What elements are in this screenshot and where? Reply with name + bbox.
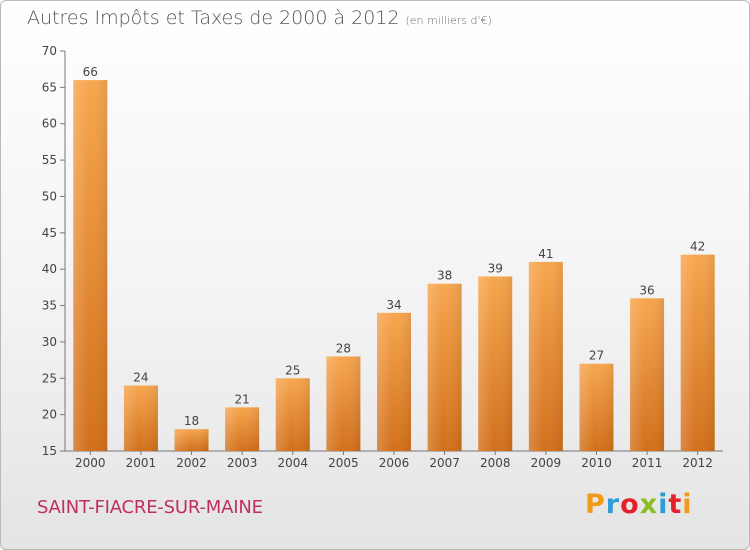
- bar-shading: [579, 363, 614, 451]
- y-tick-label: 30: [42, 335, 57, 349]
- x-tick-label: 2010: [581, 456, 612, 470]
- proxiti-logo: Proxiti: [585, 489, 693, 520]
- logo-letter: P: [585, 489, 606, 520]
- bar-shading: [528, 261, 563, 451]
- logo-letter: i: [682, 489, 693, 520]
- y-tick-label: 60: [42, 117, 57, 131]
- y-tick-label: 50: [42, 189, 57, 203]
- bar-value-label: 27: [589, 349, 604, 363]
- bar-shading: [326, 356, 361, 451]
- x-tick-label: 2011: [632, 456, 663, 470]
- logo-letter: x: [639, 489, 659, 520]
- y-tick-label: 15: [42, 444, 57, 458]
- commune-name: SAINT-FIACRE-SUR-MAINE: [37, 497, 263, 518]
- y-tick-label: 65: [42, 80, 57, 94]
- bar-shading: [630, 298, 665, 451]
- x-tick-label: 2007: [429, 456, 460, 470]
- bar-shading: [73, 80, 108, 451]
- x-tick-label: 2003: [227, 456, 258, 470]
- logo-letter: t: [668, 489, 683, 520]
- y-tick-label: 55: [42, 153, 57, 167]
- bar-value-label: 25: [285, 363, 300, 377]
- bar-shading: [225, 407, 260, 451]
- chart-unit: (en milliers d'€): [405, 14, 492, 27]
- x-tick-label: 2002: [176, 456, 207, 470]
- x-tick-label: 2004: [277, 456, 308, 470]
- logo-letter: i: [658, 489, 669, 520]
- x-tick-label: 2012: [682, 456, 713, 470]
- bar-value-label: 24: [133, 371, 148, 385]
- bars-group: [73, 80, 715, 451]
- bar-value-label: 38: [437, 269, 452, 283]
- bar-shading: [123, 385, 158, 451]
- chart-title-text: Autres Impôts et Taxes de 2000 à 2012: [27, 7, 400, 29]
- bar-shading: [174, 429, 209, 451]
- y-tick-label: 35: [42, 299, 57, 313]
- logo-letter: r: [605, 489, 621, 520]
- labels-group: 66 2000 24 2001 18 2002 21 2003 25 2004 28 2005 34 20…: [75, 65, 713, 470]
- y-tick-label: 40: [42, 262, 57, 276]
- x-tick-label: 2006: [379, 456, 410, 470]
- bar-shading: [377, 312, 411, 451]
- bar-value-label: 36: [639, 283, 654, 297]
- y-tick-label: 70: [42, 44, 57, 58]
- bar-value-label: 18: [184, 414, 199, 428]
- x-tick-label: 2000: [75, 456, 106, 470]
- bar-value-label: 41: [538, 247, 553, 261]
- bar-shading: [478, 276, 513, 451]
- x-tick-label: 2009: [531, 456, 562, 470]
- bar-value-label: 42: [690, 240, 705, 254]
- y-tick-label: 20: [42, 408, 57, 422]
- y-tick-label: 45: [42, 226, 57, 240]
- logo-letter: o: [620, 489, 640, 520]
- chart-title: Autres Impôts et Taxes de 2000 à 2012 (en…: [27, 7, 492, 29]
- x-tick-label: 2008: [480, 456, 511, 470]
- bar-value-label: 28: [336, 341, 351, 355]
- bar-shading: [680, 254, 715, 451]
- bar-value-label: 21: [235, 392, 250, 406]
- bar-value-label: 66: [83, 65, 98, 79]
- x-tick-label: 2005: [328, 456, 359, 470]
- bar-shading: [275, 378, 310, 451]
- bar-value-label: 39: [488, 261, 503, 275]
- bar-value-label: 34: [386, 298, 401, 312]
- y-tick-label: 25: [42, 371, 57, 385]
- x-tick-label: 2001: [126, 456, 157, 470]
- bar-shading: [427, 283, 462, 451]
